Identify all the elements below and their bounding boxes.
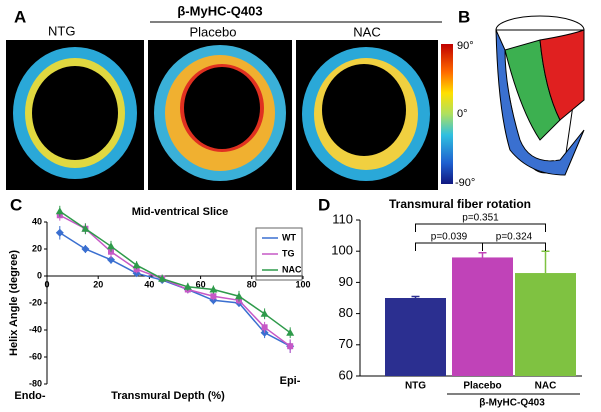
panel-label: A bbox=[14, 7, 26, 26]
chart-title: Mid-ventrical Slice bbox=[132, 206, 229, 218]
colorbar bbox=[441, 44, 453, 184]
image-label: Placebo bbox=[190, 24, 237, 39]
x-tick-label: 0 bbox=[44, 279, 49, 289]
point bbox=[107, 255, 115, 264]
heart-diagram: α bbox=[495, 15, 585, 176]
y-tick-label: 70 bbox=[339, 336, 353, 351]
y-tick-label: 90 bbox=[339, 274, 353, 289]
y-tick-label: 20 bbox=[32, 243, 42, 253]
point bbox=[81, 245, 90, 253]
panel-label: B bbox=[458, 7, 470, 26]
series-line bbox=[59, 210, 291, 334]
x-tick-label: 60 bbox=[196, 279, 206, 289]
annotation: Endo- bbox=[14, 390, 45, 402]
colorbar-label: -90° bbox=[455, 177, 475, 189]
point bbox=[55, 207, 64, 215]
p-value: p=0.324 bbox=[496, 232, 533, 243]
legend-box bbox=[255, 227, 303, 281]
point bbox=[107, 242, 115, 250]
y-tick-label: -60 bbox=[29, 351, 42, 361]
p-value: p=0.351 bbox=[462, 213, 499, 224]
x-tick-label: NAC bbox=[535, 381, 557, 392]
y-axis-label: Helix Angle (degree) bbox=[8, 250, 20, 356]
error-bar bbox=[478, 252, 487, 258]
legend-label: WT bbox=[282, 232, 296, 242]
point bbox=[183, 282, 192, 290]
bar bbox=[385, 298, 446, 376]
point bbox=[287, 343, 294, 350]
y-tick-label: -20 bbox=[29, 297, 42, 307]
point bbox=[158, 274, 167, 282]
point bbox=[210, 293, 217, 300]
x-tick-label: Placebo bbox=[463, 381, 501, 392]
point bbox=[132, 261, 141, 269]
x-tick-label: 20 bbox=[93, 279, 103, 289]
error-bar bbox=[411, 295, 420, 298]
colorbar-label: 90° bbox=[457, 40, 474, 52]
point bbox=[209, 285, 218, 293]
image-label: NAC bbox=[353, 24, 380, 39]
y-tick-label: -80 bbox=[29, 378, 42, 388]
bracket bbox=[415, 223, 546, 232]
legend-label: TG bbox=[282, 248, 295, 258]
x-tick-label: 100 bbox=[295, 279, 310, 289]
point bbox=[55, 228, 64, 237]
panel-label: D bbox=[318, 195, 330, 214]
error-bar bbox=[541, 250, 550, 274]
group-label: β-MyHC-Q403 bbox=[479, 398, 545, 409]
alpha-label: α bbox=[545, 143, 557, 165]
bracket bbox=[482, 242, 546, 251]
y-tick-label: -40 bbox=[29, 324, 42, 334]
p-value: p=0.039 bbox=[431, 232, 468, 243]
series-line bbox=[59, 214, 291, 347]
chart-title: Transmural fiber rotation bbox=[389, 197, 531, 211]
group-label: β-MyHC-Q403 bbox=[177, 3, 262, 18]
y-tick-label: 0 bbox=[37, 270, 42, 280]
x-tick-label: NTG bbox=[405, 381, 426, 392]
panel-label: C bbox=[10, 195, 22, 214]
x-axis-label: Transmural Depth (%) bbox=[111, 390, 225, 402]
bar bbox=[515, 273, 576, 376]
y-tick-label: 100 bbox=[331, 243, 353, 258]
y-tick-label: 60 bbox=[339, 367, 353, 382]
bar bbox=[452, 257, 513, 376]
point bbox=[286, 328, 295, 336]
point bbox=[261, 324, 268, 331]
point bbox=[260, 309, 269, 317]
mri-images bbox=[6, 40, 438, 190]
x-tick-label: 80 bbox=[247, 279, 257, 289]
legend-label: NAC bbox=[282, 264, 302, 274]
point bbox=[235, 292, 243, 300]
bracket bbox=[415, 242, 483, 251]
colorbar-label: 0° bbox=[457, 108, 468, 120]
point bbox=[81, 224, 90, 232]
annotation: Epi- bbox=[280, 375, 301, 387]
image-label: NTG bbox=[48, 23, 75, 38]
x-tick-label: 40 bbox=[144, 279, 154, 289]
y-tick-label: 80 bbox=[339, 305, 353, 320]
y-tick-label: 40 bbox=[32, 216, 42, 226]
y-tick-label: 110 bbox=[332, 211, 353, 226]
